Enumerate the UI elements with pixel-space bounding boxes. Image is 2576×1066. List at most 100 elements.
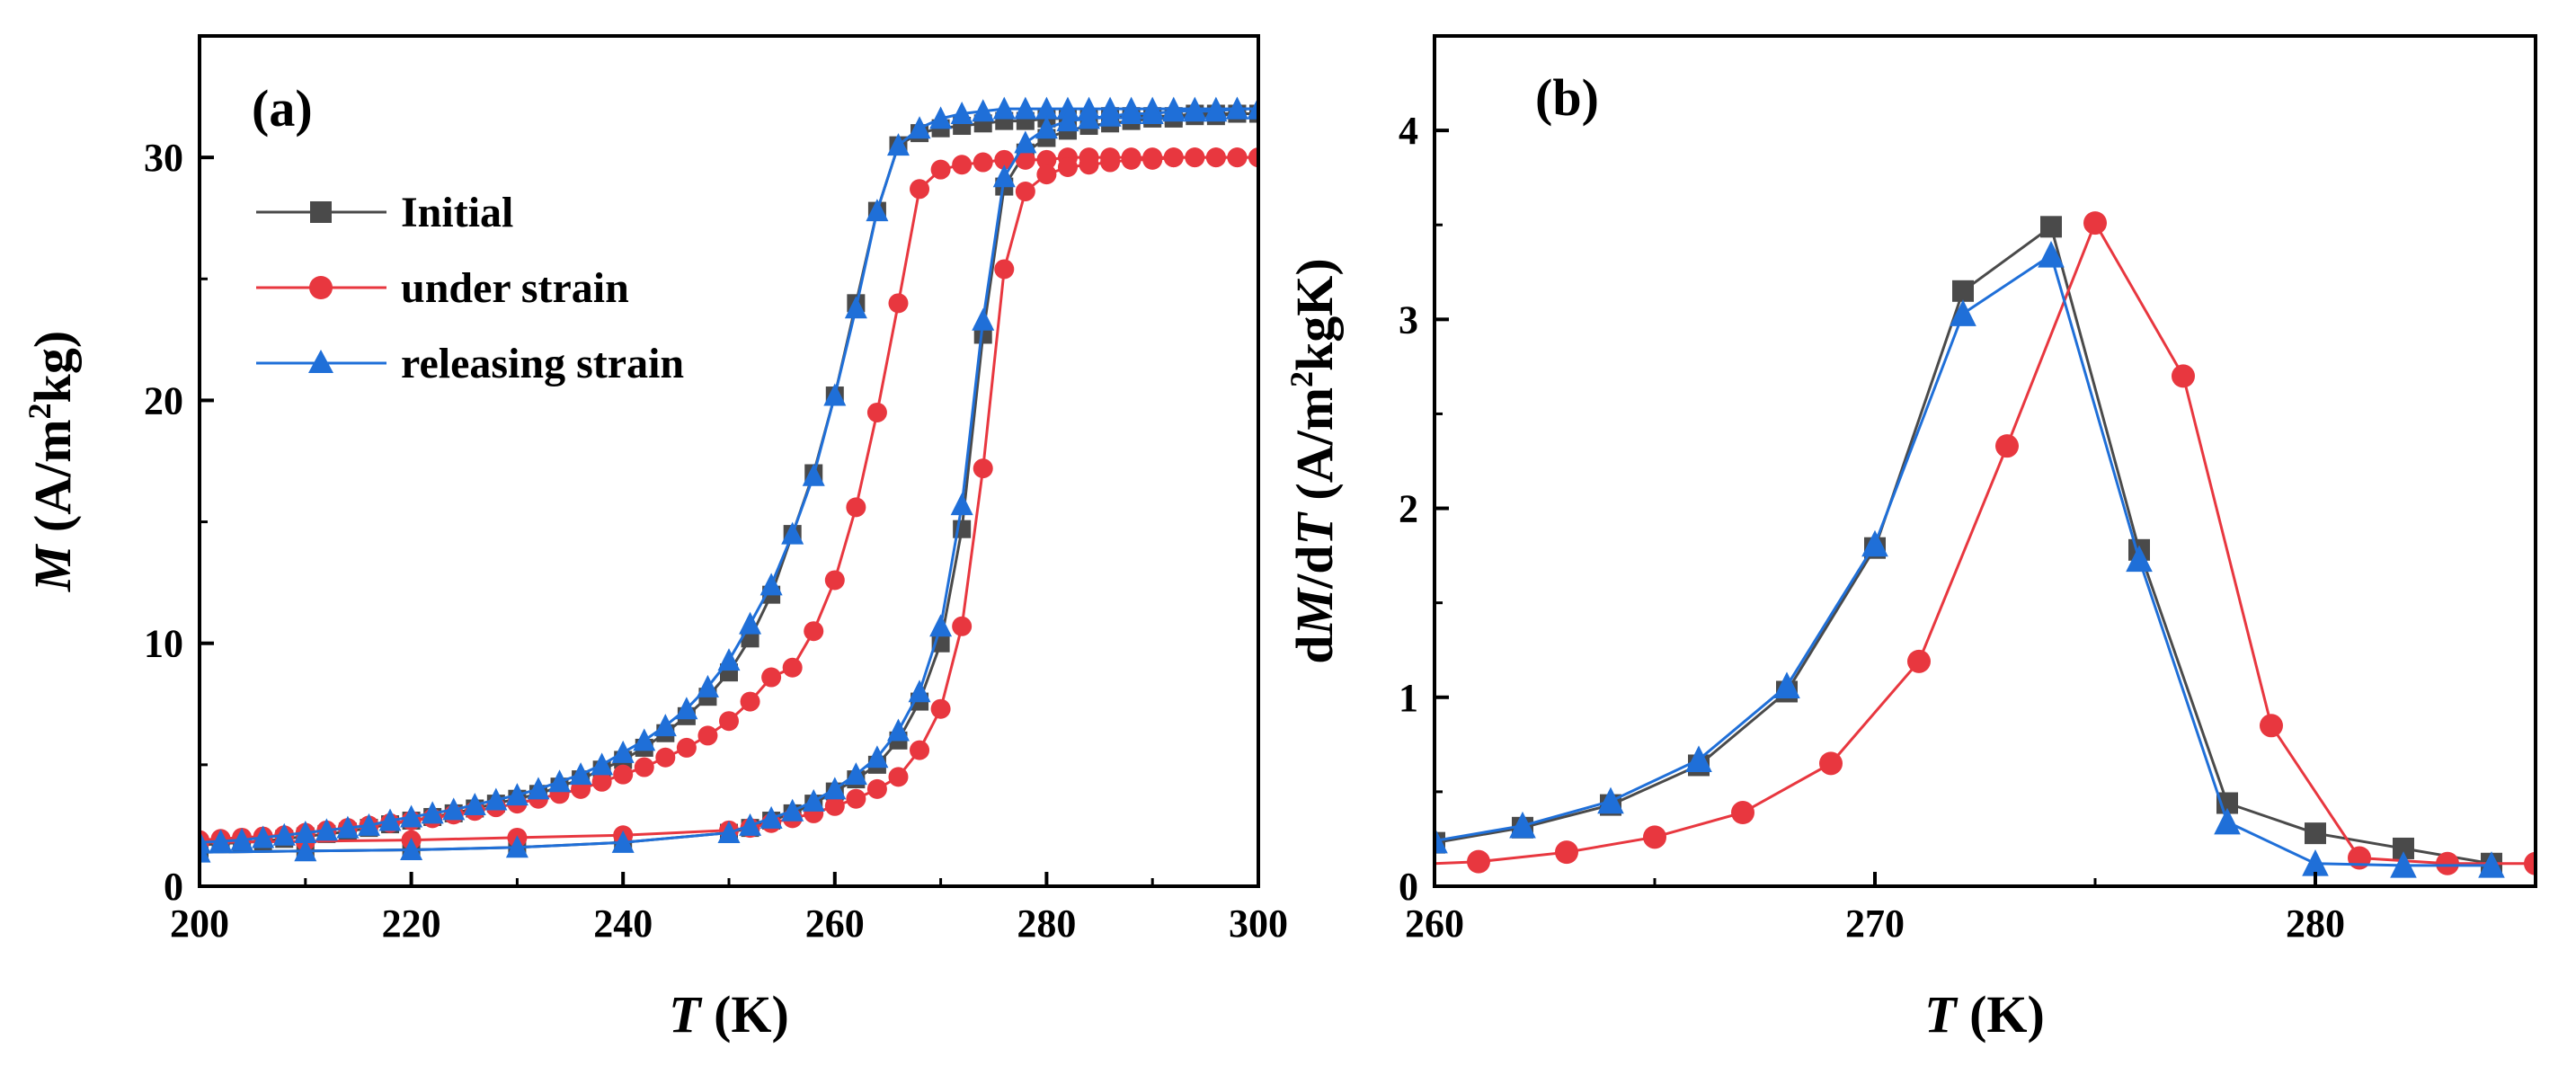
panel-a-xlabel: T (K): [669, 985, 789, 1044]
panel-a-point-releasing-strain: [1014, 130, 1037, 154]
panel-a-ylabel: M (A/m2kg): [22, 331, 82, 592]
panel-a-point-under-strain: [1163, 147, 1184, 168]
panel-a-point-releasing-strain: [1056, 96, 1079, 120]
panel-b-point-under-strain: [2348, 846, 2371, 870]
panel-a-point-releasing-strain: [442, 797, 466, 821]
panel-a-point-releasing-strain: [844, 296, 867, 319]
panel-a-point-releasing-strain: [463, 792, 486, 815]
panel-b-point-releasing-strain: [1773, 671, 1800, 698]
panel-a-point-releasing-strain: [802, 788, 825, 812]
panel-b-point-under-strain: [2524, 851, 2536, 875]
panel-a-point-releasing-strain: [1035, 96, 1058, 120]
panel-a-point-releasing-strain: [1162, 99, 1186, 122]
panel-b-point-under-strain: [2083, 211, 2107, 235]
panel-b-point-releasing-strain: [2126, 545, 2153, 573]
panel-a-point-releasing-strain: [886, 718, 910, 742]
panel-a-ytick-label: 10: [144, 622, 183, 666]
panel-a-point-under-strain: [740, 691, 760, 712]
panel-b-ticks: 260 270 280 0 1 2 3 4: [1399, 109, 2345, 946]
panel-a-point-releasing-strain: [400, 837, 423, 860]
panel-b-xlabel: T (K): [1924, 985, 2045, 1044]
panel-b: 260 270 280 0 1 2 3 4 (b) T (K) dM/dT (A/m2kgK): [1284, 34, 2537, 1044]
panel-a-point-releasing-strain: [527, 777, 550, 800]
panel-a-point-under-strain: [846, 497, 866, 518]
panel-a-point-under-strain: [719, 711, 739, 732]
panel-a-line-under-strain-0: [200, 155, 1258, 842]
panel-a-point-under-strain: [1227, 147, 1248, 168]
panel-a-xtick-label: 300: [1229, 902, 1288, 946]
panel-a-point-releasing-strain: [823, 383, 847, 406]
panel-b-frame: [1433, 34, 2537, 888]
panel-a-point-under-strain: [1036, 164, 1057, 185]
panel-a-point-under-strain: [888, 767, 909, 787]
panel-a-point-under-strain: [1185, 147, 1205, 168]
panel-a-point-releasing-strain: [611, 740, 635, 763]
panel-a-point-releasing-strain: [1078, 106, 1101, 129]
panel-a-point-releasing-strain: [315, 818, 338, 841]
panel-a-point-under-strain: [761, 667, 782, 688]
panel-a-point-releasing-strain: [505, 835, 529, 858]
panel-a-point-releasing-strain: [866, 745, 889, 768]
panel-a-point-under-strain: [591, 771, 612, 792]
panel-a-point-under-strain: [824, 795, 845, 816]
panel-b-point-releasing-strain: [2478, 851, 2505, 878]
panel-a-point-under-strain: [1100, 152, 1121, 173]
panel-b-point-releasing-strain: [1435, 826, 1448, 854]
panel-a-point-releasing-strain: [972, 99, 995, 122]
panel-a-point-releasing-strain: [548, 769, 572, 793]
panel-b-point-releasing-strain: [2214, 807, 2241, 835]
panel-a-line-under-strain-1: [200, 155, 1258, 844]
panel-a-point-releasing-strain: [294, 821, 317, 844]
panel-a-point-releasing-strain: [759, 805, 783, 829]
panel-a-point-under-strain: [824, 570, 845, 591]
panel-b-point-releasing-strain: [1950, 299, 1976, 326]
panel-a-point-under-strain: [676, 737, 697, 758]
panel-a-point-releasing-strain: [294, 839, 317, 862]
panel-b-point-under-strain: [1995, 434, 2019, 458]
panel-a-point-under-strain: [994, 259, 1015, 280]
panel-a-point-releasing-strain: [1120, 101, 1143, 124]
panel-b-point-Initial: [2305, 822, 2326, 845]
panel-a-point-releasing-strain: [357, 813, 380, 836]
panel-a-point-under-strain: [1057, 156, 1078, 177]
panel-a-point-under-strain: [655, 747, 676, 768]
panel-a-point-under-strain: [1015, 149, 1035, 170]
panel-a-point-under-strain: [634, 757, 654, 777]
panel-a-point-releasing-strain: [781, 521, 804, 545]
legend-label-initial: Initial: [401, 189, 513, 236]
panel-a-point-under-strain: [866, 402, 887, 422]
panel-a-point-releasing-strain: [421, 801, 444, 824]
panel-a-label: (a): [252, 79, 313, 138]
panel-a-point-releasing-strain: [230, 828, 253, 851]
panel-b-point-under-strain: [1643, 825, 1666, 849]
panel-a-point-releasing-strain: [1225, 96, 1248, 120]
panel-b-point-releasing-strain: [2302, 848, 2329, 876]
panel-a-point-under-strain: [930, 698, 951, 719]
panel-a-point-under-strain: [952, 616, 973, 636]
panel-b-series: [1435, 211, 2536, 878]
panel-a-point-releasing-strain: [802, 463, 825, 486]
panel-a-point-under-strain: [973, 458, 993, 479]
panel-a-point-releasing-strain: [950, 101, 973, 124]
panel-a-point-under-strain: [697, 725, 718, 746]
panel-b-xtick-label: 270: [1845, 902, 1905, 946]
panel-a-point-releasing-strain: [992, 96, 1016, 120]
legend-marker-initial: [310, 201, 332, 223]
panel-a-point-releasing-strain: [844, 762, 867, 786]
panel-a-point-releasing-strain: [717, 648, 741, 671]
panel-b-point-under-strain: [1731, 801, 1754, 825]
panel-a-point-under-strain: [1015, 181, 1035, 201]
panel-b-point-releasing-strain: [1597, 786, 1624, 814]
panel-a-point-releasing-strain: [823, 777, 847, 800]
panel-a-point-under-strain: [910, 740, 930, 760]
panel-b-ytick-label: 2: [1399, 487, 1418, 531]
panel-a-point-releasing-strain: [569, 762, 592, 786]
legend-marker-under-strain: [309, 276, 333, 299]
panel-a-xtick-label: 280: [1017, 902, 1076, 946]
panel-b-ylabel: dM/dT (A/m2kgK): [1284, 258, 1344, 663]
panel-a-point-under-strain: [804, 621, 824, 642]
panel-a-point-releasing-strain: [336, 815, 360, 839]
panel-b-point-releasing-strain: [1685, 745, 1712, 772]
panel-a-point-releasing-strain: [908, 116, 931, 139]
